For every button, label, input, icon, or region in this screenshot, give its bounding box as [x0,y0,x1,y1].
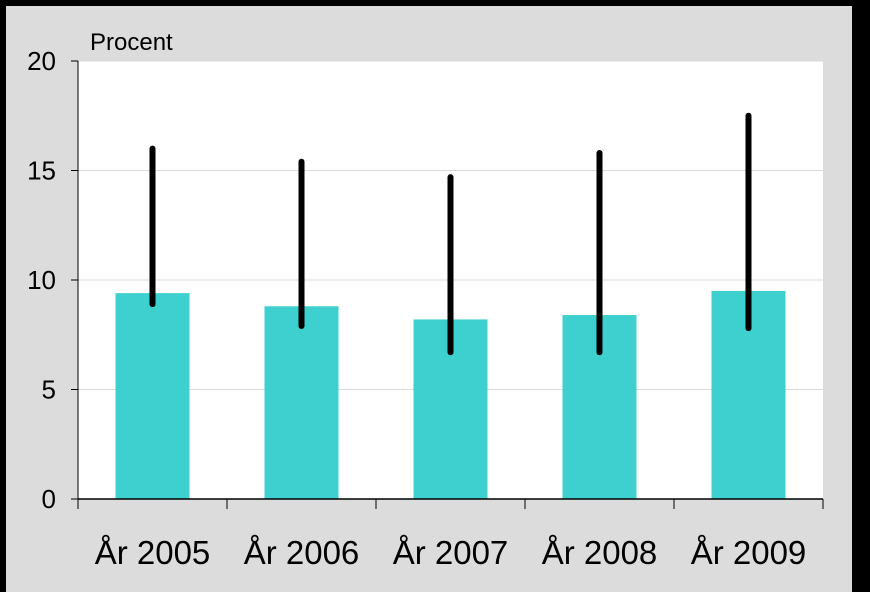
axes [71,60,824,509]
x-tick-label: År 2005 [95,534,211,571]
bar-1 [115,293,190,499]
y-tick-label: 5 [42,375,56,405]
x-tick-label: År 2009 [691,534,807,571]
y-tick-label: 10 [27,265,56,295]
x-tick-label: År 2008 [542,534,658,571]
x-tick-label: År 2007 [393,534,509,571]
bars [115,290,786,499]
y-tick-label: 15 [27,156,56,186]
y-axis-label: Procent [90,29,173,56]
tick-labels: 0 5 10 15 20 År 2005 År 2006 År 2007 År 2008 År 2… [27,46,806,571]
y-tick-label: 20 [27,46,56,76]
y-tick-label: 0 [42,484,56,514]
x-tick-label: År 2006 [244,534,360,571]
error-bars [149,112,752,356]
bar-2 [264,306,339,499]
